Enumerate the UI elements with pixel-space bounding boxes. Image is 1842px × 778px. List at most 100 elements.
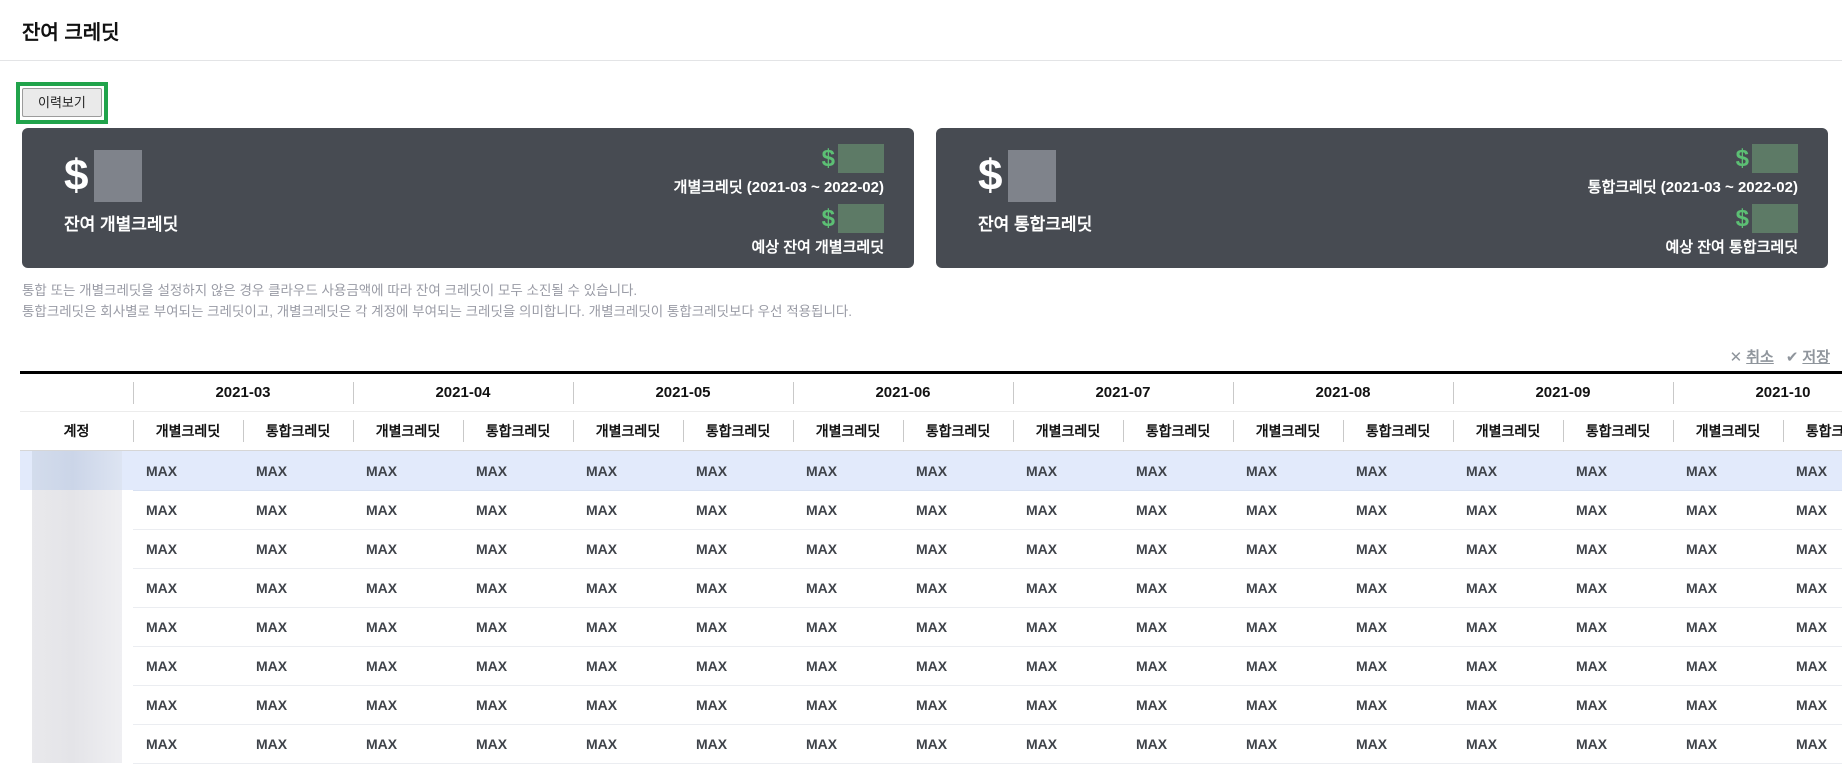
credit-value-cell[interactable]: MAX [573,646,683,686]
credit-value-cell[interactable]: MAX [683,607,793,647]
credit-value-cell[interactable]: MAX [573,724,683,764]
credit-value-cell[interactable]: MAX [353,607,463,647]
credit-value-cell[interactable]: MAX [463,568,573,608]
credit-value-cell[interactable]: MAX [353,724,463,764]
credit-value-cell[interactable]: MAX [1673,529,1783,569]
credit-value-cell[interactable]: MAX [573,490,683,530]
credit-value-cell[interactable]: MAX [1343,568,1453,608]
credit-value-cell[interactable]: MAX [1563,529,1673,569]
credit-value-cell[interactable]: MAX [243,724,353,764]
credit-value-cell[interactable]: MAX [133,529,243,569]
save-link[interactable]: ✔ 저장 [1786,346,1830,367]
credit-value-cell[interactable]: MAX [1453,607,1563,647]
credit-value-cell[interactable]: MAX [1783,607,1842,647]
credit-value-cell[interactable]: MAX [353,529,463,569]
credit-value-cell[interactable]: MAX [463,529,573,569]
credit-value-cell[interactable]: MAX [683,529,793,569]
credit-value-cell[interactable]: MAX [903,685,1013,725]
credit-value-cell[interactable]: MAX [1673,607,1783,647]
credit-value-cell[interactable]: MAX [793,450,903,491]
credit-value-cell[interactable]: MAX [1233,490,1343,530]
credit-value-cell[interactable]: MAX [793,607,903,647]
credit-value-cell[interactable]: MAX [1563,607,1673,647]
credit-value-cell[interactable]: MAX [1343,607,1453,647]
credit-value-cell[interactable]: MAX [903,529,1013,569]
credit-value-cell[interactable]: MAX [1673,646,1783,686]
credit-value-cell[interactable]: MAX [573,450,683,491]
credit-value-cell[interactable]: MAX [1123,607,1233,647]
credit-value-cell[interactable]: MAX [463,646,573,686]
credit-value-cell[interactable]: MAX [793,646,903,686]
credit-value-cell[interactable]: MAX [1673,685,1783,725]
credit-value-cell[interactable]: MAX [1233,646,1343,686]
credit-value-cell[interactable]: MAX [1233,568,1343,608]
credit-value-cell[interactable]: MAX [903,646,1013,686]
credit-value-cell[interactable]: MAX [903,607,1013,647]
credit-value-cell[interactable]: MAX [463,685,573,725]
credit-value-cell[interactable]: MAX [1453,646,1563,686]
credit-value-cell[interactable]: MAX [1123,646,1233,686]
credit-value-cell[interactable]: MAX [1013,568,1123,608]
credit-value-cell[interactable]: MAX [573,529,683,569]
credit-value-cell[interactable]: MAX [903,490,1013,530]
credit-value-cell[interactable]: MAX [353,450,463,491]
credit-value-cell[interactable]: MAX [1783,685,1842,725]
credit-value-cell[interactable]: MAX [243,529,353,569]
credit-value-cell[interactable]: MAX [1563,450,1673,491]
credit-value-cell[interactable]: MAX [683,450,793,491]
credit-value-cell[interactable]: MAX [1343,646,1453,686]
credit-value-cell[interactable]: MAX [573,568,683,608]
credit-value-cell[interactable]: MAX [1563,646,1673,686]
credit-value-cell[interactable]: MAX [1783,450,1842,491]
credit-value-cell[interactable]: MAX [243,490,353,530]
credit-value-cell[interactable]: MAX [1673,724,1783,764]
credit-value-cell[interactable]: MAX [1233,685,1343,725]
credit-value-cell[interactable]: MAX [1673,490,1783,530]
credit-value-cell[interactable]: MAX [1013,490,1123,530]
credit-value-cell[interactable]: MAX [1233,607,1343,647]
credit-value-cell[interactable]: MAX [1453,490,1563,530]
credit-value-cell[interactable]: MAX [1783,568,1842,608]
credit-table-viewport[interactable]: 2021-03 2021-04 2021-05 2021-06 2021-07 2021-… [20,370,1842,764]
credit-value-cell[interactable]: MAX [1563,490,1673,530]
credit-value-cell[interactable]: MAX [793,529,903,569]
credit-value-cell[interactable]: MAX [133,724,243,764]
credit-value-cell[interactable]: MAX [1563,568,1673,608]
credit-value-cell[interactable]: MAX [1783,529,1842,569]
credit-value-cell[interactable]: MAX [683,646,793,686]
credit-value-cell[interactable]: MAX [1123,529,1233,569]
credit-value-cell[interactable]: MAX [1013,450,1123,491]
credit-value-cell[interactable]: MAX [1453,685,1563,725]
credit-value-cell[interactable]: MAX [1013,646,1123,686]
credit-value-cell[interactable]: MAX [463,450,573,491]
credit-value-cell[interactable]: MAX [243,450,353,491]
credit-value-cell[interactable]: MAX [1783,646,1842,686]
credit-value-cell[interactable]: MAX [463,490,573,530]
credit-value-cell[interactable]: MAX [1343,685,1453,725]
credit-value-cell[interactable]: MAX [1123,724,1233,764]
credit-value-cell[interactable]: MAX [243,607,353,647]
credit-value-cell[interactable]: MAX [133,490,243,530]
credit-value-cell[interactable]: MAX [1233,450,1343,491]
credit-value-cell[interactable]: MAX [1123,490,1233,530]
credit-value-cell[interactable]: MAX [1343,529,1453,569]
credit-value-cell[interactable]: MAX [353,685,463,725]
credit-value-cell[interactable]: MAX [1783,490,1842,530]
credit-value-cell[interactable]: MAX [793,490,903,530]
credit-value-cell[interactable]: MAX [133,607,243,647]
credit-value-cell[interactable]: MAX [1013,685,1123,725]
credit-value-cell[interactable]: MAX [1233,724,1343,764]
credit-value-cell[interactable]: MAX [573,607,683,647]
credit-value-cell[interactable]: MAX [1563,685,1673,725]
credit-value-cell[interactable]: MAX [573,685,683,725]
credit-value-cell[interactable]: MAX [243,568,353,608]
credit-value-cell[interactable]: MAX [1453,724,1563,764]
credit-value-cell[interactable]: MAX [1343,450,1453,491]
credit-value-cell[interactable]: MAX [683,685,793,725]
credit-value-cell[interactable]: MAX [683,490,793,530]
credit-value-cell[interactable]: MAX [243,685,353,725]
credit-value-cell[interactable]: MAX [1783,724,1842,764]
credit-value-cell[interactable]: MAX [353,490,463,530]
credit-value-cell[interactable]: MAX [683,568,793,608]
credit-value-cell[interactable]: MAX [1453,568,1563,608]
